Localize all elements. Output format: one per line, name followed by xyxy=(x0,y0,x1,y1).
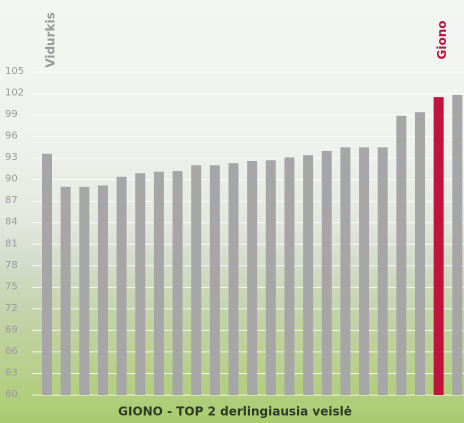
y-tick-label: 102 xyxy=(5,88,24,99)
y-tick-label: 87 xyxy=(5,195,18,206)
bar xyxy=(340,147,351,395)
y-tick-label: 72 xyxy=(5,303,18,314)
bar xyxy=(321,150,332,395)
y-tick-label: 96 xyxy=(5,131,18,142)
y-tick-label: 63 xyxy=(5,367,18,378)
y-tick-label: 93 xyxy=(5,152,18,163)
y-tick-label: 84 xyxy=(5,217,18,228)
bar xyxy=(116,176,127,395)
bar xyxy=(452,94,463,396)
bar xyxy=(396,115,407,395)
bar xyxy=(415,112,425,395)
y-tick-label: 78 xyxy=(5,260,18,271)
y-tick-label: 69 xyxy=(5,324,18,335)
y-tick-label: 66 xyxy=(5,346,18,357)
bar xyxy=(209,165,220,395)
bar xyxy=(42,153,52,395)
bar xyxy=(79,186,90,395)
bar xyxy=(135,173,146,395)
bar xyxy=(228,163,239,395)
y-tick-label: 75 xyxy=(5,281,18,292)
bar xyxy=(359,147,370,395)
bar xyxy=(433,97,444,395)
y-tick-label: 60 xyxy=(5,389,18,400)
bar xyxy=(247,161,258,395)
bar xyxy=(191,165,202,395)
bar xyxy=(60,186,71,395)
y-tick-label: 90 xyxy=(5,174,18,185)
bar xyxy=(303,155,314,395)
bar xyxy=(172,171,183,395)
y-tick-label: 99 xyxy=(5,109,18,120)
bar xyxy=(284,157,295,395)
x-tick-label: Vidurkis xyxy=(44,12,58,67)
x-tick-label: Giono xyxy=(435,21,449,60)
y-tick-label: 105 xyxy=(5,66,24,77)
bar xyxy=(97,185,108,395)
bar xyxy=(377,147,388,395)
bar xyxy=(265,160,276,395)
bar xyxy=(153,171,164,395)
chart-title: GIONO - TOP 2 derlingiausia veislė xyxy=(118,405,352,419)
y-tick-label: 81 xyxy=(5,238,18,249)
